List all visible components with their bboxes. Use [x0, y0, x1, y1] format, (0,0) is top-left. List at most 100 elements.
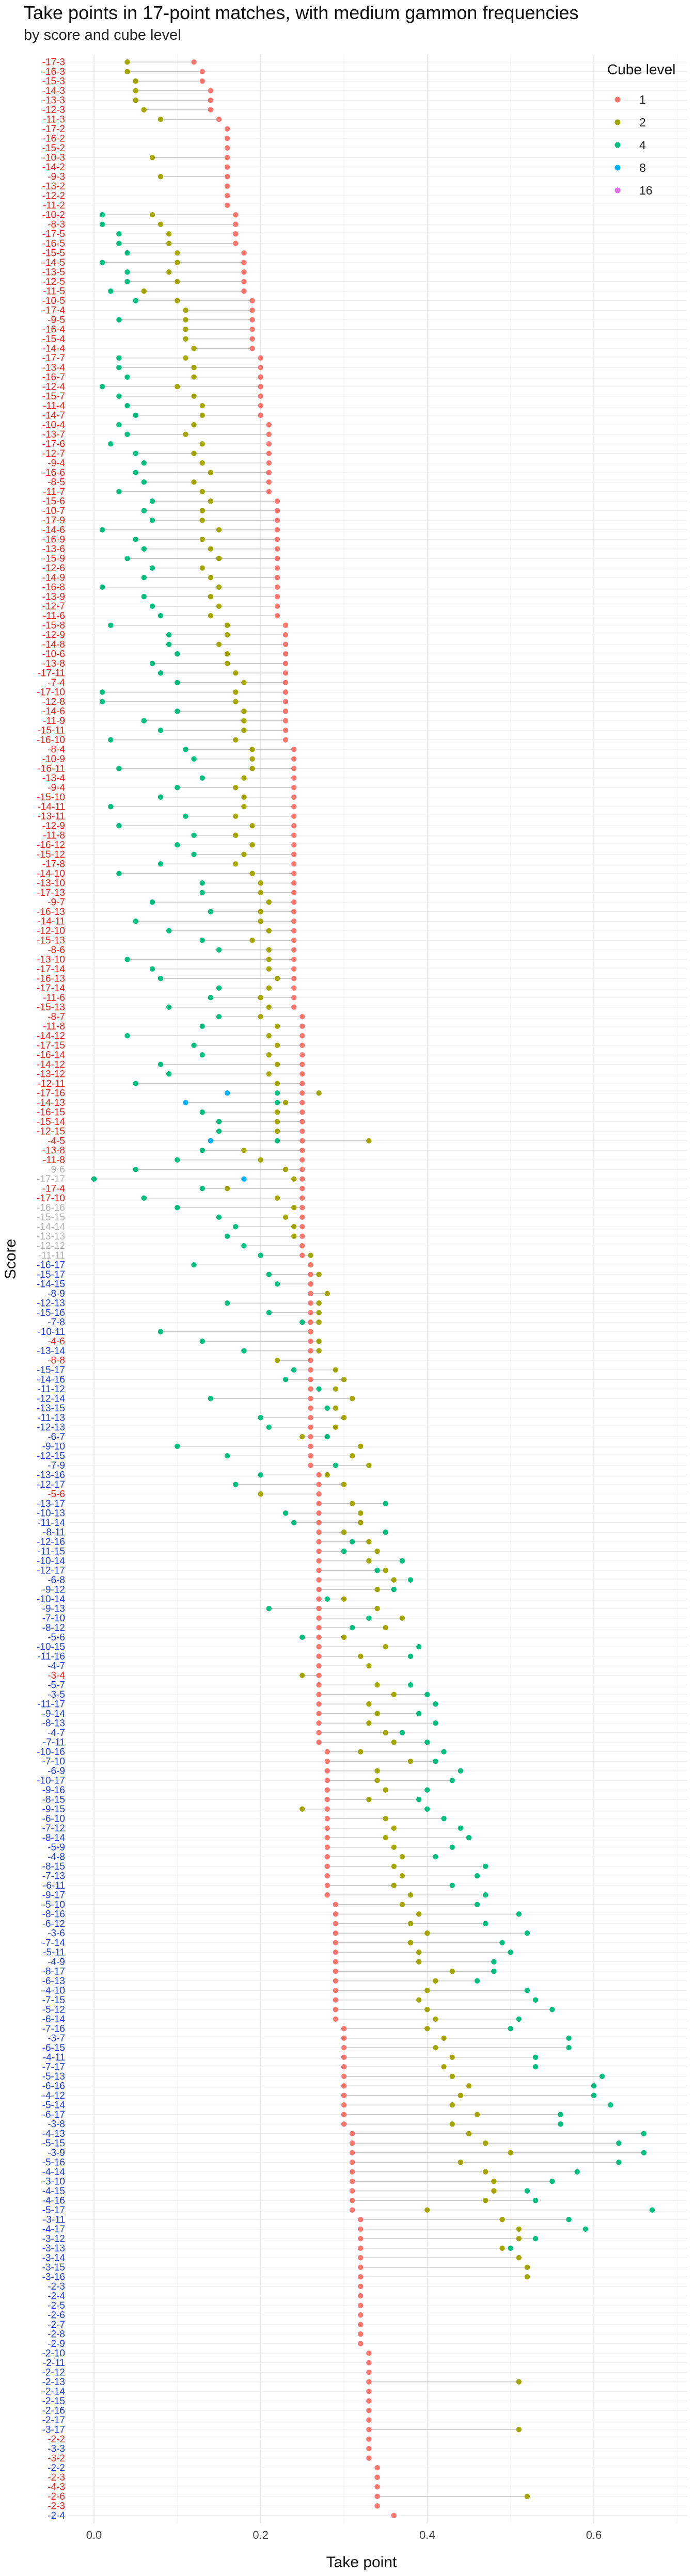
data-point-cube-1 [333, 1988, 339, 1993]
data-point-cube-2 [233, 689, 239, 695]
y-tick-label: -11-15 [37, 1546, 65, 1557]
data-point-cube-2 [483, 2140, 488, 2146]
data-point-cube-4 [474, 1978, 480, 1984]
y-tick-label: -15-11 [37, 725, 65, 736]
data-point-cube-1 [333, 1959, 339, 1965]
data-point-cube-4 [99, 527, 105, 533]
y-tick-label: -13-8 [42, 658, 65, 669]
data-point-cube-2 [241, 1148, 247, 1153]
data-point-cube-2 [358, 1653, 364, 1659]
data-point-cube-1 [341, 2121, 347, 2127]
y-tick-label: -14-14 [37, 1221, 65, 1232]
y-tick-label: -2-4 [48, 2291, 65, 2301]
y-tick-label: -13-14 [37, 1346, 65, 1357]
y-tick-label: -13-8 [42, 1145, 65, 1156]
data-point-cube-1 [333, 1911, 339, 1917]
data-point-cube-2 [208, 575, 214, 581]
y-tick-label: -17-8 [42, 859, 65, 870]
data-point-cube-2 [157, 174, 164, 180]
data-point-cube-1 [291, 985, 297, 991]
data-point-cube-1 [324, 1844, 330, 1850]
data-point-cube-2 [466, 2131, 472, 2136]
y-tick-label: -11-14 [37, 1518, 65, 1528]
data-point-cube-4 [116, 317, 122, 323]
y-tick-label: -13-5 [42, 267, 65, 278]
y-tick-label: -9-3 [48, 171, 65, 182]
data-point-cube-1 [358, 2322, 364, 2327]
data-point-cube-1 [358, 2226, 364, 2232]
data-point-cube-1 [299, 1224, 305, 1230]
data-point-cube-1 [224, 136, 230, 141]
data-point-cube-2 [258, 1157, 263, 1163]
data-point-cube-1 [349, 2198, 355, 2203]
data-point-cube-2 [391, 1863, 397, 1869]
data-point-cube-1 [266, 450, 272, 456]
y-tick-label: -2-17 [42, 2415, 65, 2426]
data-point-cube-1 [274, 498, 280, 504]
data-point-cube-1 [274, 584, 280, 590]
data-point-cube-1 [282, 709, 289, 714]
y-tick-label: -10-13 [37, 1508, 65, 1519]
data-point-cube-4 [157, 670, 164, 676]
data-point-cube-2 [449, 2054, 455, 2060]
data-point-cube-1 [308, 1319, 313, 1325]
data-point-cube-2 [199, 412, 205, 418]
data-point-cube-1 [299, 1100, 305, 1105]
data-point-cube-1 [324, 1759, 330, 1764]
y-tick-label: -3-8 [48, 2119, 65, 2130]
data-point-cube-2 [291, 1233, 297, 1239]
data-point-cube-2 [191, 346, 197, 351]
data-point-cube-2 [499, 2245, 505, 2251]
data-point-cube-2 [241, 718, 247, 723]
data-point-cube-2 [374, 1682, 380, 1688]
data-point-cube-1 [358, 2331, 364, 2337]
y-tick-label: -17-15 [37, 1040, 65, 1051]
data-point-cube-2 [433, 1978, 438, 1984]
data-point-cube-2 [258, 909, 263, 914]
data-point-cube-4 [157, 976, 164, 981]
data-point-cube-2 [333, 1386, 339, 1392]
data-point-cube-2 [391, 1882, 397, 1888]
legend-key-cube-2 [614, 119, 621, 125]
data-point-cube-2 [374, 1778, 380, 1783]
data-point-cube-4 [141, 508, 147, 513]
y-tick-label: -15-3 [42, 76, 65, 87]
data-point-cube-2 [341, 1634, 347, 1640]
data-point-cube-2 [175, 260, 180, 265]
data-point-cube-1 [282, 737, 289, 743]
segments [94, 61, 652, 2497]
y-tick-label: -2-3 [48, 2501, 65, 2511]
data-point-cube-2 [216, 641, 222, 647]
data-point-cube-2 [316, 1348, 322, 1354]
data-point-cube-1 [366, 2370, 372, 2375]
data-point-cube-1 [266, 431, 272, 437]
data-point-cube-2 [274, 976, 280, 981]
data-point-cube-1 [349, 2188, 355, 2194]
data-point-cube-1 [199, 78, 205, 84]
data-point-cube-4 [99, 260, 105, 265]
data-point-cube-2 [366, 1720, 372, 1726]
y-tick-label: -12-4 [42, 381, 66, 392]
data-point-cube-1 [282, 651, 289, 657]
y-tick-label: -15-13 [37, 935, 65, 946]
y-tick-label: -4-12 [42, 2090, 65, 2101]
data-point-cube-2 [474, 2112, 480, 2117]
y-tick-label: -2-10 [42, 2348, 65, 2359]
data-point-cube-4 [175, 709, 180, 714]
data-point-cube-1 [299, 1109, 305, 1115]
data-point-cube-2 [516, 2427, 522, 2433]
data-point-cube-1 [274, 518, 280, 523]
data-point-cube-2 [149, 212, 155, 218]
data-point-cube-1 [316, 1644, 322, 1650]
data-point-cube-4 [124, 403, 130, 409]
y-tick-label: -3-4 [48, 1670, 65, 1681]
y-tick-label: -16-4 [42, 324, 66, 335]
data-point-cube-2 [266, 899, 272, 905]
data-point-cube-4 [133, 919, 138, 924]
data-point-cube-2 [374, 1549, 380, 1554]
data-point-cube-2 [133, 98, 138, 103]
data-point-cube-1 [308, 1367, 313, 1373]
data-point-cube-1 [266, 441, 272, 447]
data-point-cube-4 [149, 661, 155, 666]
data-point-cube-1 [299, 1176, 305, 1182]
